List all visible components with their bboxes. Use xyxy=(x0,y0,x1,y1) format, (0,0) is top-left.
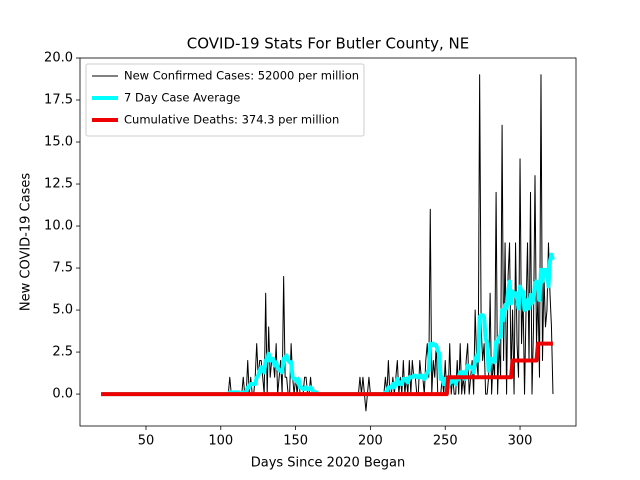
chart-title: COVID-19 Stats For Butler County, NE xyxy=(187,35,469,53)
y-tick-label: 2.5 xyxy=(52,345,73,360)
x-tick-label: 150 xyxy=(283,434,308,449)
x-tick-label: 200 xyxy=(358,434,383,449)
legend-box xyxy=(85,63,365,137)
legend: New Confirmed Cases: 52000 per million 7 … xyxy=(85,63,365,137)
y-tick-label: 17.5 xyxy=(44,93,73,108)
legend-label: Cumulative Deaths: 374.3 per million xyxy=(124,113,339,127)
y-tick-label: 10.0 xyxy=(44,219,73,234)
y-tick-label: 7.5 xyxy=(52,261,73,276)
series-line xyxy=(101,341,554,397)
x-tick-label: 250 xyxy=(433,434,458,449)
y-tick-label: 15.0 xyxy=(44,135,73,150)
x-axis-label: Days Since 2020 Began xyxy=(251,456,406,471)
legend-label: New Confirmed Cases: 52000 per million xyxy=(124,69,359,83)
x-tick-label: 100 xyxy=(208,434,233,449)
y-tick-label: 20.0 xyxy=(44,51,73,66)
y-axis-label: New COVID-19 Cases xyxy=(19,173,34,311)
axes-frame xyxy=(79,57,577,427)
x-tick-label: 50 xyxy=(138,434,155,449)
y-tick-label: 5.0 xyxy=(52,303,73,318)
series-line xyxy=(101,74,554,412)
legend-label: 7 Day Case Average xyxy=(124,91,240,105)
plot-area xyxy=(101,74,555,412)
y-tick-label: 12.5 xyxy=(44,177,73,192)
x-tick-label: 300 xyxy=(508,434,533,449)
y-tick-label: 0.0 xyxy=(52,387,73,402)
